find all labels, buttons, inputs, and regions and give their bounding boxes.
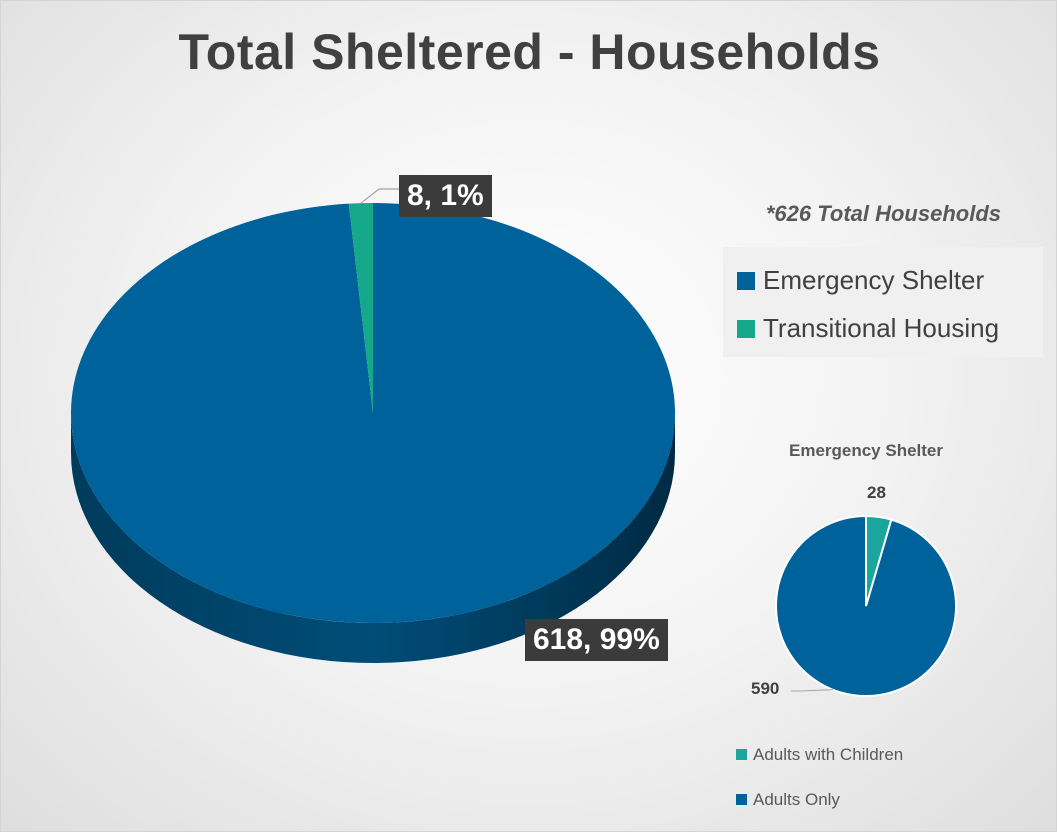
small-pie: [775, 514, 957, 697]
pie-slice-emergency-shelter: [70, 203, 675, 623]
main-legend: Emergency Shelter Transitional Housing: [723, 247, 1043, 357]
main-pie: [70, 188, 675, 663]
small-chart-title: Emergency Shelter: [788, 441, 943, 460]
legend-swatch: [736, 794, 747, 805]
legend-label: Adults Only: [753, 790, 840, 809]
chart-title: Total Sheltered - Households: [178, 24, 881, 80]
data-label-adults-with-children: 28: [867, 483, 886, 502]
legend-label: Adults with Children: [753, 745, 904, 764]
pie-side-emergency-shelter: [71, 413, 675, 663]
pie-slice-transitional-housing: [348, 203, 373, 413]
legend-label: Transitional Housing: [763, 313, 1000, 343]
legend-item-emergency-shelter: Emergency Shelter: [737, 265, 984, 296]
legend-swatch: [736, 749, 747, 760]
data-label-transitional-housing: 8, 1%: [399, 175, 492, 217]
legend-label: Emergency Shelter: [763, 265, 985, 295]
data-label-adults-only: 590: [751, 679, 780, 698]
total-households-note: *626 Total Households: [765, 201, 1001, 226]
legend-swatch: [737, 272, 755, 290]
small-pie-slice-adults-with-children: [865, 514, 893, 607]
data-label-emergency-shelter: 618, 99%: [525, 619, 668, 661]
leader-line-adults-only: [791, 689, 833, 692]
legend-swatch: [737, 320, 755, 338]
legend-item-adults-with-children: Adults with Children: [736, 745, 903, 765]
legend-item-transitional-housing: Transitional Housing: [737, 313, 999, 344]
leader-line-transitional-housing: [360, 188, 399, 204]
legend-item-adults-only: Adults Only: [736, 790, 840, 810]
